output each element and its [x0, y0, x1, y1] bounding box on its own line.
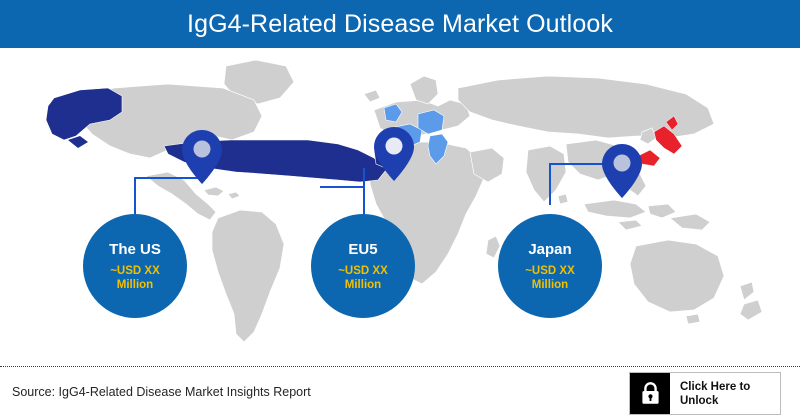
region-value-unit-japan: Million: [531, 278, 569, 291]
region-value-unit-us: Million: [116, 278, 154, 291]
connector-line-japan-vertical: [549, 163, 551, 205]
map-highlight-germany: [417, 109, 445, 135]
region-title-japan: Japan: [528, 240, 572, 258]
connector-line-eu5-horizontal: [320, 186, 365, 188]
connector-line-eu5: [363, 168, 365, 226]
footer-divider: [0, 366, 800, 367]
region-title-us: The US: [109, 240, 161, 258]
map-highlight-uk: [383, 103, 403, 123]
map-pin-icon-us[interactable]: [181, 129, 223, 185]
unlock-button-label: Click Here to Unlock: [670, 373, 780, 414]
map-pin-icon-japan[interactable]: [601, 143, 643, 199]
region-bubble-japan[interactable]: Japan ~USD XX Million: [498, 214, 602, 318]
unlock-label-line1: Click Here to: [680, 380, 751, 393]
region-value-eu5: ~USD XX: [338, 264, 388, 277]
region-value-japan: ~USD XX: [525, 264, 575, 277]
region-title-eu5: EU5: [348, 240, 378, 258]
region-value-unit-eu5: Million: [344, 278, 382, 291]
unlock-label-line2: Unlock: [680, 394, 719, 407]
connector-line-japan: [549, 163, 621, 165]
region-bubble-us[interactable]: The US ~USD XX Million: [83, 214, 187, 318]
connector-line-us: [134, 179, 136, 223]
header-bar: [0, 0, 800, 48]
source-caption: Source: IgG4-Related Disease Market Insi…: [12, 385, 311, 399]
region-value-us: ~USD XX: [110, 264, 160, 277]
page-title: IgG4-Related Disease Market Outlook: [187, 10, 613, 38]
world-map-panel: The US ~USD XX Million EU5 ~USD XX Milli…: [0, 48, 800, 363]
connector-line-us-horizontal: [134, 177, 198, 179]
region-bubble-eu5[interactable]: EU5 ~USD XX Million: [311, 214, 415, 318]
map-pin-icon-eu5[interactable]: [373, 126, 415, 182]
map-highlight-italy: [427, 133, 449, 165]
click-here-to-unlock-button[interactable]: Click Here to Unlock: [629, 372, 781, 415]
lock-icon: [630, 373, 670, 414]
